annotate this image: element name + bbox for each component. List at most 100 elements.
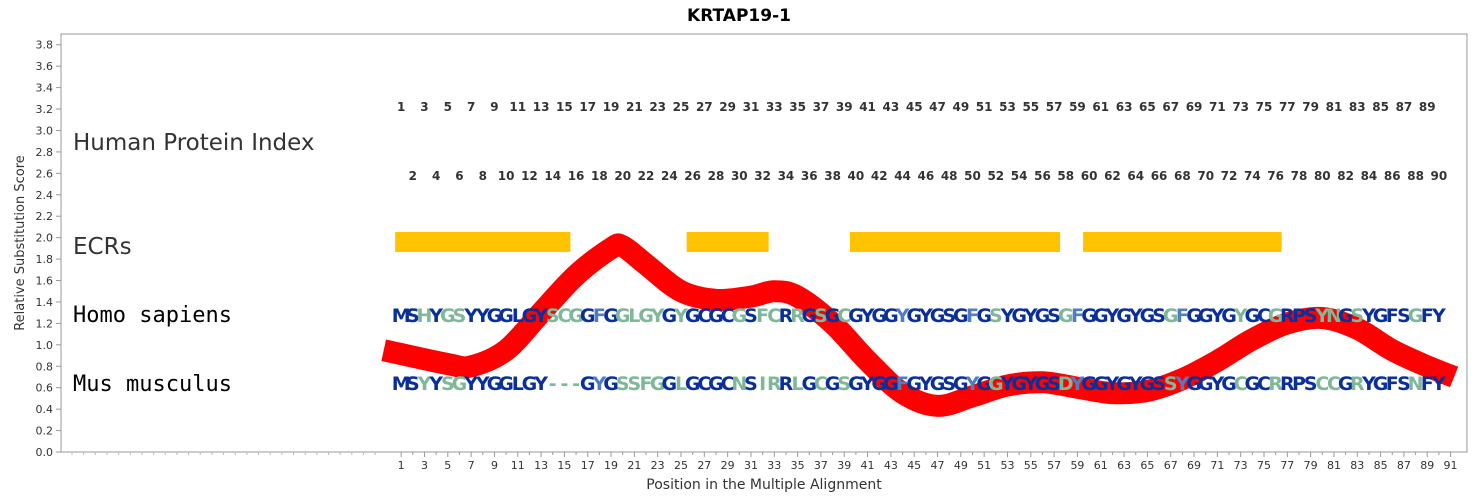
index-number: 60 (1081, 169, 1098, 183)
y-axis: 0.0 0.2 0.4 0.6 0.8 1.0 1.2 1.4 1.6 1.8 2.0 2.2 2.4 2… (36, 39, 61, 459)
residue: S (1397, 305, 1411, 327)
residue: Y (591, 373, 606, 395)
residue: S (406, 305, 420, 327)
residue: - (549, 373, 557, 395)
y-tick-label: 0.8 (36, 360, 54, 373)
index-number: 71 (1209, 100, 1226, 114)
index-number: 41 (859, 100, 876, 114)
index-number: 30 (731, 169, 748, 183)
residue: G (638, 305, 654, 327)
residue: S (441, 373, 455, 395)
residue: Y (417, 373, 432, 395)
y-tick-label: 0.2 (36, 425, 54, 438)
ecr-bar (1083, 232, 1282, 252)
index-number: 73 (1232, 100, 1249, 114)
x-tick-label: 5 (444, 459, 451, 472)
index-number: 27 (696, 100, 713, 114)
x-tick-label: 89 (1420, 459, 1434, 472)
residue: G (953, 373, 969, 395)
ecrs-label: ECRs (73, 234, 132, 260)
residue: S (1304, 373, 1318, 395)
homo-sapiens-sequence: MSHYGSYYGGLGYSCGGFGGLGYGYGCGCGSFCRRGSGCG… (392, 305, 1446, 327)
residue: G (1081, 305, 1097, 327)
residue: G (883, 373, 899, 395)
residue: G (1338, 305, 1354, 327)
residue: L (512, 305, 524, 327)
x-tick-label: 65 (1140, 459, 1154, 472)
residue: Y (1431, 305, 1446, 327)
residue: S (1397, 373, 1411, 395)
residue: R (1268, 373, 1283, 395)
residue: C (697, 305, 711, 327)
residue: L (512, 373, 524, 395)
x-tick-label: 47 (931, 459, 945, 472)
residue: G (440, 305, 456, 327)
x-tick-label: 67 (1164, 459, 1178, 472)
residue: G (825, 373, 841, 395)
index-number: 63 (1116, 100, 1133, 114)
index-number: 66 (1151, 169, 1168, 183)
residue: G (906, 305, 922, 327)
residue: R (1280, 373, 1295, 395)
residue: S (1152, 305, 1166, 327)
residue: F (593, 305, 606, 327)
residue: N (1326, 305, 1342, 327)
residue: G (1116, 305, 1132, 327)
index-number: 54 (1011, 169, 1028, 183)
residue: G (825, 305, 841, 327)
y-tick-label: 1.0 (36, 339, 54, 352)
x-tick-label: 91 (1444, 459, 1458, 472)
residue: G (1186, 305, 1202, 327)
index-number: 79 (1302, 100, 1319, 114)
residue: M (392, 373, 411, 395)
index-number: 58 (1057, 169, 1074, 183)
residue: Y (918, 305, 933, 327)
x-tick-label: 39 (837, 459, 851, 472)
x-tick-label: 79 (1304, 459, 1318, 472)
index-number: 20 (614, 169, 631, 183)
residue: G (1338, 373, 1354, 395)
residue: Y (1000, 305, 1015, 327)
y-tick-label: 3.6 (36, 60, 54, 73)
x-tick-label: 7 (468, 459, 475, 472)
residue: Y (475, 305, 490, 327)
x-tick-label: 59 (1070, 459, 1084, 472)
y-tick-label: 1.6 (36, 275, 54, 288)
residue: G (708, 373, 724, 395)
residue: F (1421, 305, 1434, 327)
residue: G (1268, 305, 1284, 327)
y-tick-label: 0.0 (36, 446, 54, 459)
residue: C (557, 305, 571, 327)
index-number: 89 (1419, 100, 1436, 114)
residue: R (1280, 305, 1295, 327)
residue: Y (1128, 373, 1143, 395)
residue: R (767, 373, 782, 395)
index-number: 85 (1372, 100, 1389, 114)
index-number: 77 (1279, 100, 1296, 114)
residue: P (1292, 373, 1306, 395)
index-number: 74 (1244, 169, 1261, 183)
x-tick-label: 15 (557, 459, 571, 472)
index-number: 32 (754, 169, 771, 183)
residue: Y (1174, 373, 1189, 395)
residue: G (1221, 373, 1237, 395)
residue: Y (650, 305, 665, 327)
index-number: 49 (952, 100, 969, 114)
residue: Y (1361, 305, 1376, 327)
ecr-bar (849, 232, 1061, 252)
index-number: 7 (467, 100, 475, 114)
index-number: 44 (894, 169, 911, 183)
residue: G (1035, 373, 1051, 395)
index-number: 19 (603, 100, 620, 114)
index-number: 29 (719, 100, 736, 114)
index-number: 33 (766, 100, 783, 114)
index-number: 3 (420, 100, 428, 114)
y-tick-label: 0.4 (36, 403, 54, 416)
index-number: 13 (533, 100, 550, 114)
x-tick-label: 55 (1024, 459, 1038, 472)
residue: G (848, 305, 864, 327)
residue: S (744, 373, 758, 395)
residue: P (1292, 305, 1306, 327)
index-number: 10 (498, 169, 515, 183)
index-number: 5 (444, 100, 452, 114)
